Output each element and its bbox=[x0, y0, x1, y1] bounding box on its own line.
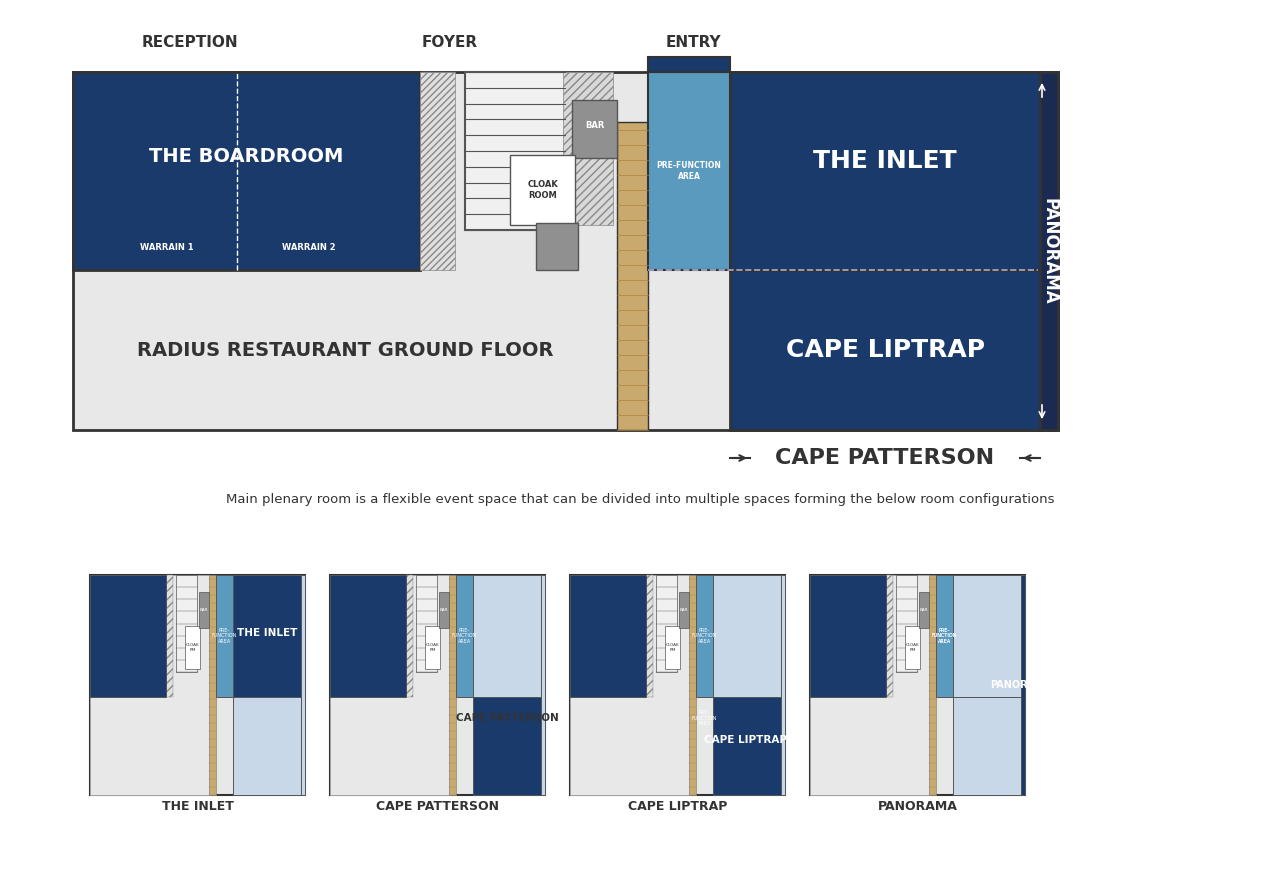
Text: BAR: BAR bbox=[919, 608, 928, 612]
Bar bbox=[730, 72, 1039, 270]
Bar bbox=[810, 575, 929, 795]
Bar bbox=[509, 155, 575, 225]
Text: PRE-FUNCTION
AREA: PRE-FUNCTION AREA bbox=[657, 161, 722, 181]
Bar bbox=[645, 575, 653, 697]
Text: WARRAIN 2: WARRAIN 2 bbox=[282, 244, 335, 253]
Bar bbox=[810, 575, 886, 697]
Bar bbox=[536, 223, 579, 270]
Bar bbox=[215, 575, 233, 697]
Bar bbox=[563, 72, 613, 225]
Bar bbox=[810, 575, 1025, 795]
Bar bbox=[175, 575, 197, 672]
Bar bbox=[186, 626, 200, 669]
Bar bbox=[233, 697, 301, 795]
Text: CAPE PATTERSON: CAPE PATTERSON bbox=[376, 800, 499, 813]
Text: PANORAMA: PANORAMA bbox=[989, 680, 1052, 690]
Text: THE INLET: THE INLET bbox=[813, 149, 957, 173]
Bar bbox=[330, 575, 406, 697]
Bar bbox=[416, 575, 438, 672]
Bar bbox=[905, 626, 919, 669]
Bar bbox=[330, 575, 449, 795]
Bar bbox=[456, 575, 474, 697]
Text: THE INLET: THE INLET bbox=[237, 627, 297, 638]
Bar bbox=[886, 575, 893, 697]
Bar bbox=[713, 575, 781, 697]
Text: BAR: BAR bbox=[439, 608, 448, 612]
Bar bbox=[648, 72, 730, 270]
Text: BAR: BAR bbox=[200, 608, 209, 612]
Bar bbox=[474, 697, 541, 795]
Text: BAR: BAR bbox=[680, 608, 689, 612]
Text: CLOAK
RM: CLOAK RM bbox=[666, 643, 680, 651]
Bar bbox=[570, 575, 689, 795]
Bar bbox=[90, 575, 209, 795]
Bar bbox=[233, 575, 301, 697]
Bar bbox=[570, 575, 645, 697]
Text: PANORAMA: PANORAMA bbox=[878, 800, 957, 813]
Text: PRE-
FUNCTION
AREA: PRE- FUNCTION AREA bbox=[691, 709, 717, 726]
Bar bbox=[449, 575, 456, 795]
Bar bbox=[936, 575, 954, 697]
Bar bbox=[330, 575, 545, 795]
Bar bbox=[90, 575, 305, 795]
Bar bbox=[666, 626, 680, 669]
Text: CAPE LIPTRAP: CAPE LIPTRAP bbox=[704, 735, 786, 745]
Text: FOYER: FOYER bbox=[422, 35, 477, 50]
Bar bbox=[730, 270, 1039, 430]
Bar bbox=[713, 697, 781, 795]
Text: CAPE PATTERSON: CAPE PATTERSON bbox=[456, 713, 558, 723]
Bar bbox=[198, 592, 209, 627]
Bar bbox=[954, 697, 1021, 795]
Bar bbox=[301, 575, 305, 795]
Bar bbox=[420, 72, 454, 270]
Bar bbox=[655, 575, 677, 672]
Text: CLOAK
RM: CLOAK RM bbox=[426, 643, 439, 651]
Bar bbox=[1039, 72, 1059, 430]
Bar bbox=[572, 100, 617, 158]
Text: CAPE LIPTRAP: CAPE LIPTRAP bbox=[627, 800, 727, 813]
Text: ENTRY: ENTRY bbox=[666, 35, 721, 50]
Bar bbox=[73, 72, 420, 270]
Text: THE INLET: THE INLET bbox=[161, 800, 233, 813]
Text: THE BOARDROOM: THE BOARDROOM bbox=[150, 147, 344, 166]
Text: BAR: BAR bbox=[585, 122, 604, 131]
Bar bbox=[165, 575, 173, 697]
Bar bbox=[73, 72, 1059, 430]
Bar bbox=[541, 575, 545, 795]
Bar bbox=[695, 575, 713, 697]
Bar bbox=[689, 575, 695, 795]
Bar bbox=[617, 122, 648, 430]
Bar bbox=[919, 592, 929, 627]
Bar bbox=[678, 592, 689, 627]
Text: CLOAK
ROOM: CLOAK ROOM bbox=[527, 181, 558, 199]
Text: PRE-
FUNCTION
AREA: PRE- FUNCTION AREA bbox=[932, 627, 957, 644]
Text: Main plenary room is a flexible event space that can be divided into multiple sp: Main plenary room is a flexible event sp… bbox=[225, 493, 1055, 506]
Text: CAPE PATTERSON: CAPE PATTERSON bbox=[776, 448, 995, 468]
Text: WARRAIN 1: WARRAIN 1 bbox=[140, 244, 193, 253]
Bar bbox=[929, 575, 936, 795]
Bar bbox=[425, 626, 439, 669]
Bar bbox=[1021, 575, 1025, 795]
Bar bbox=[896, 575, 918, 672]
Text: CLOAK
RM: CLOAK RM bbox=[906, 643, 919, 651]
Text: RADIUS RESTAURANT GROUND FLOOR: RADIUS RESTAURANT GROUND FLOOR bbox=[137, 341, 553, 360]
Bar bbox=[648, 57, 730, 72]
Text: CLOAK
RM: CLOAK RM bbox=[186, 643, 200, 651]
Text: CAPE LIPTRAP: CAPE LIPTRAP bbox=[786, 338, 984, 362]
Bar bbox=[781, 575, 785, 795]
Bar bbox=[570, 575, 785, 795]
Bar bbox=[439, 592, 449, 627]
Text: PRE-
FUNCTION
AREA: PRE- FUNCTION AREA bbox=[211, 627, 237, 644]
Bar bbox=[90, 575, 165, 697]
Text: PRE-
FUNCTION
AREA: PRE- FUNCTION AREA bbox=[691, 627, 717, 644]
Bar bbox=[209, 575, 215, 795]
Text: PANORAMA: PANORAMA bbox=[1039, 198, 1059, 304]
Text: RECEPTION: RECEPTION bbox=[142, 35, 238, 50]
Bar bbox=[954, 575, 1021, 697]
Bar bbox=[465, 72, 564, 230]
Bar bbox=[406, 575, 413, 697]
Text: PRE-
FUNCTION
AREA: PRE- FUNCTION AREA bbox=[932, 627, 957, 644]
Text: PRE-
FUNCTION
AREA: PRE- FUNCTION AREA bbox=[452, 627, 477, 644]
Bar bbox=[474, 575, 541, 697]
